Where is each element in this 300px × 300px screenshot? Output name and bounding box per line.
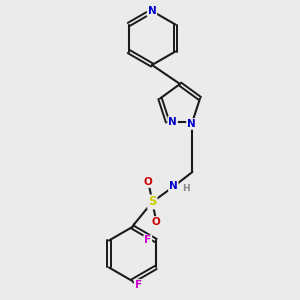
Text: N: N <box>187 119 196 129</box>
Text: O: O <box>152 217 161 227</box>
Text: F: F <box>144 236 151 245</box>
Text: O: O <box>144 177 153 187</box>
Text: N: N <box>169 181 178 191</box>
Text: N: N <box>148 6 156 16</box>
Text: N: N <box>168 117 177 127</box>
Text: H: H <box>182 184 190 194</box>
Text: S: S <box>148 196 157 208</box>
Text: F: F <box>135 280 142 290</box>
